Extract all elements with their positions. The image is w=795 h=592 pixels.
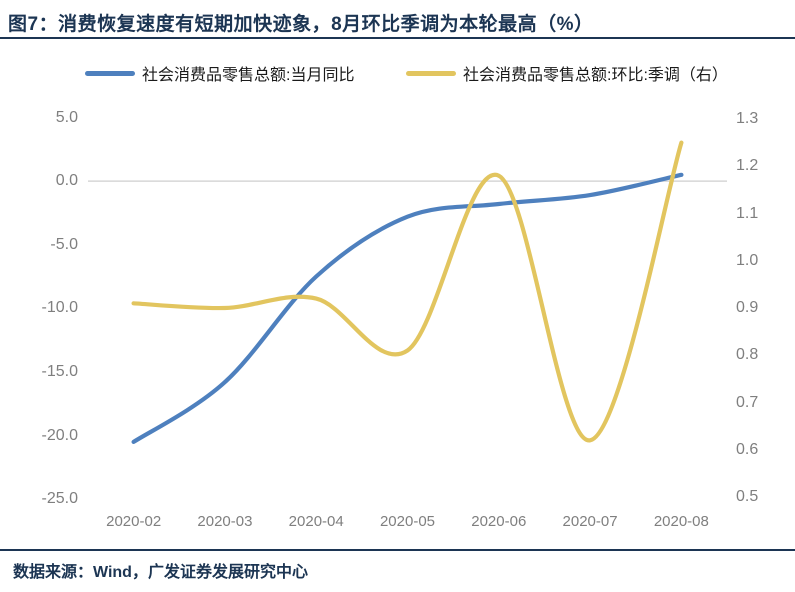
chart-legend: 社会消费品零售总额:当月同比 社会消费品零售总额:环比:季调（右） bbox=[0, 60, 795, 86]
footer-divider bbox=[0, 549, 795, 551]
figure-title: 图7：消费恢复速度有短期加快迹象，8月环比季调为本轮最高（%） bbox=[8, 14, 594, 35]
right-axis-tick-label: 0.8 bbox=[736, 346, 759, 364]
left-axis-tick-label: -15.0 bbox=[41, 362, 78, 380]
x-axis-tick-label: 2020-08 bbox=[653, 513, 709, 530]
right-axis-tick-label: 1.2 bbox=[736, 157, 759, 175]
right-axis-tick-label: 1.1 bbox=[736, 204, 759, 222]
right-axis-tick-label: 0.9 bbox=[736, 299, 759, 316]
x-axis-tick-label: 2020-06 bbox=[471, 513, 527, 530]
x-axis-tick-label: 2020-07 bbox=[562, 513, 618, 530]
x-axis-tick-label: 2020-05 bbox=[379, 513, 436, 530]
legend-item-mom: 社会消费品零售总额:环比:季调（右） bbox=[406, 60, 728, 86]
left-axis-tick-label: -25.0 bbox=[41, 490, 78, 508]
x-axis-tick-label: 2020-04 bbox=[288, 513, 344, 530]
left-axis-tick-label: 5.0 bbox=[55, 108, 78, 126]
left-axis-tick-label: -10.0 bbox=[41, 299, 78, 317]
right-axis-tick-label: 1.0 bbox=[736, 251, 759, 269]
legend-swatch-blue-line bbox=[85, 70, 135, 76]
series-line-yoy bbox=[131, 172, 684, 444]
right-axis-tick-label: 0.7 bbox=[736, 393, 759, 411]
x-axis-tick-label: 2020-03 bbox=[197, 513, 253, 530]
left-axis-tick-label: -20.0 bbox=[41, 426, 78, 444]
x-axis-tick-label: 2020-02 bbox=[106, 513, 162, 530]
left-axis-tick-label: -5.0 bbox=[50, 235, 78, 253]
right-axis-tick-label: 0.5 bbox=[736, 488, 759, 505]
right-axis-tick-label: 0.6 bbox=[736, 440, 759, 458]
legend-label-mom: 社会消费品零售总额:环比:季调（右） bbox=[463, 67, 728, 84]
left-axis-tick-label: 0.0 bbox=[55, 172, 78, 190]
title-divider bbox=[0, 37, 795, 39]
legend-swatch-yellow-line bbox=[406, 70, 456, 76]
legend-item-yoy: 社会消费品零售总额:当月同比 bbox=[85, 60, 354, 86]
data-source: 数据来源：Wind，广发证券发展研究中心 bbox=[13, 564, 308, 581]
legend-label-yoy: 社会消费品零售总额:当月同比 bbox=[142, 67, 355, 84]
series-line-mom bbox=[131, 140, 684, 443]
right-axis-tick-label: 1.3 bbox=[736, 110, 759, 127]
